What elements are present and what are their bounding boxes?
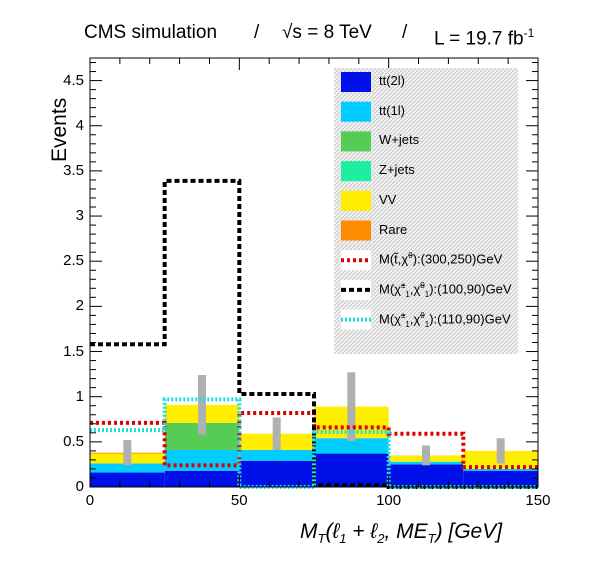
bar-tt-2l--bin3 xyxy=(314,453,389,487)
y-tick-label: 4 xyxy=(75,116,84,134)
header-energy-value: = 8 TeV xyxy=(307,22,372,43)
y-tick-label: 1 xyxy=(75,387,84,405)
x-tick-label: 100 xyxy=(376,492,402,509)
legend-label-4: VV xyxy=(379,191,397,207)
stat-error-bin3 xyxy=(347,372,356,441)
x-label-l: (ℓ xyxy=(325,520,340,543)
y-tick-label: 0 xyxy=(75,478,84,495)
header-separator-1: / xyxy=(254,22,260,43)
legend-swatch-0 xyxy=(341,72,371,92)
y-tick-label: 1.5 xyxy=(63,342,84,360)
legend-label-8: M(χ̃±1,χ̃01):(110,90)GeV xyxy=(379,310,511,329)
legend-label-6: M(t̃,χ̃0):(300,250)GeV xyxy=(379,251,503,267)
legend-label-5: Rare xyxy=(379,221,408,237)
header-experiment: CMS simulation xyxy=(84,22,218,43)
stat-error-bin4 xyxy=(422,445,430,466)
stat-error-bin1 xyxy=(198,375,206,435)
bar-tt-1l--bin1 xyxy=(164,449,240,471)
legend-swatch-2 xyxy=(341,131,371,152)
bar-tt-2l--bin0 xyxy=(90,472,165,487)
y-tick-label: 4.5 xyxy=(63,71,84,89)
bar-tt-1l--bin5 xyxy=(463,468,538,471)
x-label-m: M xyxy=(300,520,318,543)
plot-frame xyxy=(89,57,539,488)
legend-label-3: Z+jets xyxy=(379,162,415,178)
legend-swatch-5 xyxy=(341,220,371,241)
bar-tt-2l--bin1 xyxy=(164,470,240,487)
legend-swatch-1 xyxy=(341,101,371,122)
legend-label-0: tt(2l) xyxy=(379,73,405,88)
header-lumi-label: L = 19.7 fb xyxy=(434,28,524,50)
y-tick-label: 3.5 xyxy=(63,161,84,179)
header-separator-2: / xyxy=(402,22,408,43)
x-tick-label: 0 xyxy=(85,492,95,509)
x-tick-label: 150 xyxy=(525,492,551,509)
y-tick-label: 3 xyxy=(75,207,84,225)
x-label-t2: T xyxy=(427,531,436,547)
legend-label-7: M(χ̃±1,χ̃01):(100,90)GeV xyxy=(379,280,512,299)
header-energy-sqrt: √s xyxy=(282,22,302,43)
y-tick-label: 2.5 xyxy=(63,252,84,270)
x-label-mid: , ME xyxy=(384,520,428,543)
legend-swatch-3 xyxy=(341,161,371,182)
header-lumi: L = 19.7 fb-1 xyxy=(434,18,535,50)
x-label-plus: + ℓ xyxy=(346,520,378,543)
bar-tt-2l--bin4 xyxy=(388,464,464,487)
legend-label-1: tt(1l) xyxy=(379,102,405,118)
legend-label-2: W+jets xyxy=(379,132,420,148)
legend-swatch-bg-7 xyxy=(341,279,371,300)
x-label-t: T xyxy=(317,531,326,547)
bar-tt-1l--bin0 xyxy=(90,463,165,473)
y-tick-label: 0.5 xyxy=(63,432,84,450)
x-label-two: 2 xyxy=(377,531,385,547)
x-tick-label: 50 xyxy=(230,492,248,509)
bar-tt-1l--bin3 xyxy=(314,438,389,454)
x-label-end: ) [GeV] xyxy=(435,520,503,543)
stat-error-bin5 xyxy=(496,438,505,464)
x-axis-label: MT(ℓ1 + ℓ2, MET) [GeV] xyxy=(300,520,502,546)
header-lumi-exponent: -1 xyxy=(523,26,535,40)
y-tick-label: 2 xyxy=(75,297,84,315)
legend-swatch-bg-8 xyxy=(341,309,371,330)
header-energy: √s = 8 TeV xyxy=(282,18,372,48)
bar-tt-2l--bin5 xyxy=(463,470,538,487)
bar-tt-1l--bin2 xyxy=(239,449,314,461)
x-label-one: 1 xyxy=(339,531,347,547)
stat-error-bin2 xyxy=(272,417,281,450)
stat-error-bin0 xyxy=(123,440,132,466)
legend-swatch-4 xyxy=(341,190,371,211)
bar-tt-2l--bin2 xyxy=(239,460,314,487)
